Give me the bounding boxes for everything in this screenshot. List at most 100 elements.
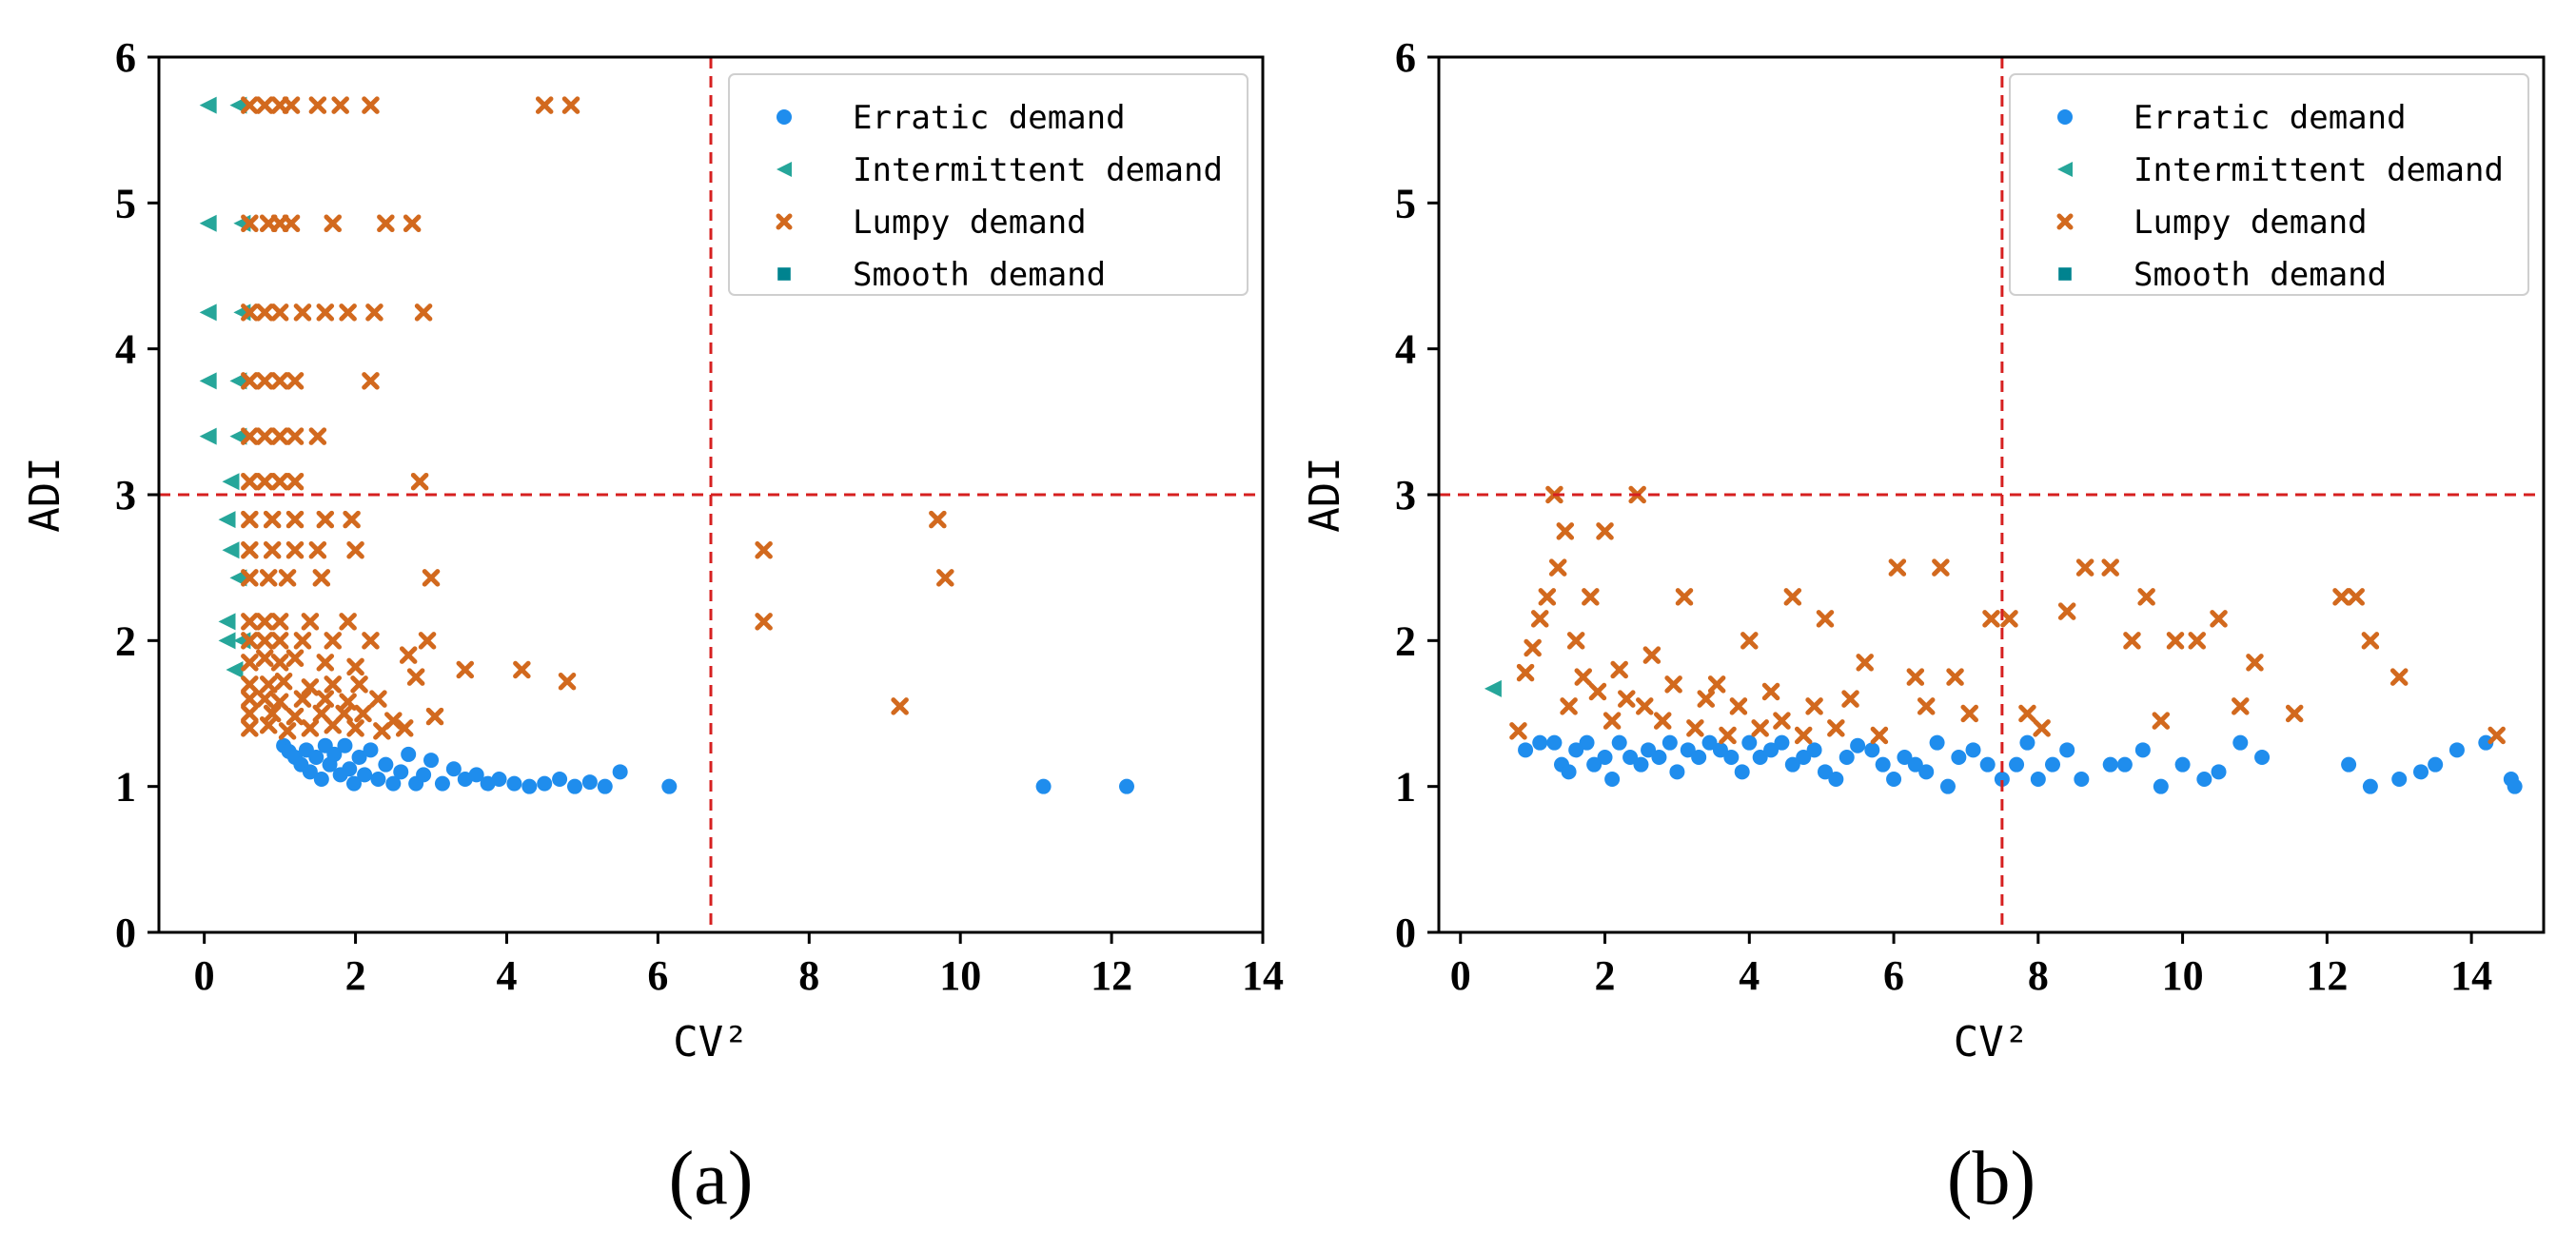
lumpy-point [1524, 638, 1542, 657]
lumpy-point [2332, 588, 2350, 606]
lumpy-point [308, 96, 327, 114]
legend-item-erratic-b: Erratic demand [2057, 99, 2407, 137]
erratic-point [1806, 742, 1822, 758]
lumpy-point [316, 510, 335, 529]
erratic-point [445, 761, 462, 777]
lumpy-point [293, 690, 312, 708]
erratic-point [1734, 764, 1750, 780]
erratic-point [2019, 734, 2035, 751]
erratic-point [1532, 734, 1548, 751]
erratic-point [2211, 764, 2227, 780]
lumpy-point [285, 707, 305, 726]
legend-intermittent-swatch [777, 162, 792, 177]
lumpy-point [324, 716, 342, 734]
erratic-point [1864, 742, 1880, 758]
lumpy-point [331, 96, 349, 114]
legend-item-lumpy-b: Lumpy demand [2056, 204, 2368, 242]
legend-marker-smooth-a [777, 267, 791, 281]
lumpy-point [2101, 558, 2119, 577]
lumpy-point [362, 96, 380, 114]
lumpy-point [1603, 712, 1622, 730]
lumpy-point [255, 690, 274, 708]
lumpy-point [1946, 668, 1964, 686]
erratic-point [506, 775, 522, 792]
lumpy-point [241, 372, 259, 390]
erratic-point [1741, 734, 1758, 751]
legend-item-lumpy-a: Lumpy demand [776, 204, 1087, 242]
x-tick-label: 2 [1595, 952, 1616, 999]
erratic-point [566, 778, 582, 794]
lumpy-point [369, 690, 387, 708]
erratic-point [423, 753, 440, 769]
lumpy-point [1509, 722, 1527, 740]
lumpy-point [270, 632, 289, 650]
erratic-point [313, 772, 329, 787]
erratic-point [1035, 778, 1052, 794]
legend-smooth-swatch [2058, 267, 2072, 281]
erratic-point [1701, 734, 1718, 751]
lumpy-point [346, 541, 364, 559]
legend-text-erratic-b: Erratic demand [2134, 99, 2407, 137]
erratic-point [552, 772, 568, 787]
erratic-point [370, 772, 386, 787]
intermittent-point [218, 511, 236, 529]
y-tick-label: 4 [115, 326, 136, 373]
lumpy-point [324, 214, 342, 233]
lumpy-point [1675, 588, 1694, 606]
lumpy-point [2033, 719, 2051, 737]
legend-text-intermittent-a: Intermittent demand [853, 151, 1223, 189]
lumpy-point [241, 675, 259, 694]
lumpy-point [2018, 704, 2036, 723]
lumpy-point [255, 632, 274, 650]
erratic-point [1839, 750, 1855, 765]
lumpy-point [1906, 668, 1925, 686]
lumpy-point [316, 303, 335, 322]
lumpy-point [308, 541, 327, 559]
y-tick-label: 2 [1395, 617, 1416, 664]
legend-intermittent-swatch [2057, 162, 2073, 177]
erratic-point [597, 778, 613, 794]
lumpy-point [1816, 610, 1835, 628]
lumpy-point [561, 96, 580, 114]
lumpy-point [1574, 668, 1593, 686]
x-tick-label: 14 [2450, 952, 2492, 999]
intermittent-point [226, 661, 244, 678]
lumpy-point [241, 472, 259, 491]
lumpy-point [1729, 697, 1748, 715]
erratic-point [1994, 772, 2010, 787]
lumpy-point [1610, 660, 1628, 679]
intermittent-point [1484, 679, 1502, 697]
lumpy-point [2000, 610, 2018, 628]
erratic-point [612, 764, 628, 780]
legend-lumpy-swatch [2056, 213, 2074, 230]
erratic-point [1561, 764, 1577, 780]
lumpy-point [255, 96, 274, 114]
erratic-point [1979, 756, 1996, 773]
lumpy-point [1556, 522, 1575, 540]
lumpy-point [1707, 675, 1726, 694]
intermittent-point [199, 303, 217, 322]
x-tick-label: 0 [1450, 952, 1471, 999]
lumpy-point [365, 303, 383, 322]
x-tick-label: 12 [2306, 952, 2348, 999]
lumpy-point [1773, 712, 1791, 730]
lumpy-point [346, 657, 364, 676]
x-tick-label: 10 [2162, 952, 2204, 999]
lumpy-point [1653, 712, 1672, 730]
legend-box-b [2009, 73, 2529, 296]
erratic-point [2448, 742, 2465, 758]
intermittent-point [218, 632, 236, 650]
lumpy-point [1516, 663, 1535, 682]
erratic-point [1579, 734, 1595, 751]
lumpy-point [755, 541, 773, 559]
lumpy-point [293, 303, 312, 322]
legend-box-a [728, 73, 1249, 296]
lumpy-point [1548, 558, 1567, 577]
lumpy-point [1783, 588, 1802, 606]
lumpy-point [241, 690, 259, 708]
lumpy-point [282, 96, 301, 114]
